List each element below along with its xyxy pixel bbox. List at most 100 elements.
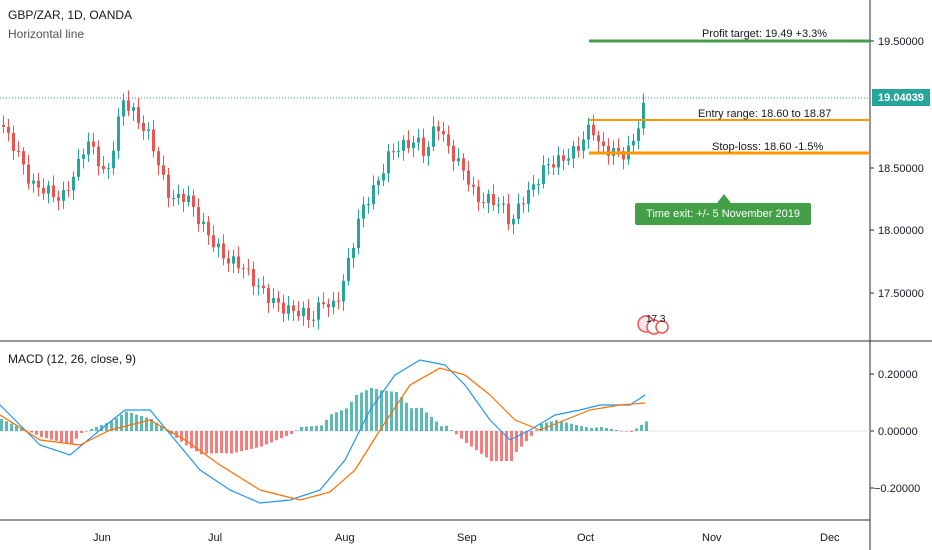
histogram-bar (145, 417, 148, 431)
histogram-bar (370, 387, 373, 431)
macd-legend[interactable]: MACD (12, 26, close, 9) (8, 352, 137, 366)
candle-body (572, 146, 575, 159)
time-exit-callout[interactable]: Time exit: +/- 5 November 2019 (635, 203, 811, 225)
histogram-bar (80, 431, 83, 433)
histogram-bar (130, 413, 133, 431)
candle-body (622, 151, 625, 160)
candle-body (447, 134, 450, 146)
histogram-bar (30, 431, 33, 433)
candle-body (392, 151, 395, 153)
histogram-bar (585, 427, 588, 431)
candle-body (37, 180, 40, 188)
histogram-bar (15, 425, 18, 431)
candle-body (172, 197, 175, 199)
candle-body (367, 204, 370, 206)
histogram-bar (315, 425, 318, 431)
histogram-bar (445, 425, 448, 431)
histogram-bar (35, 431, 38, 435)
time-tick: Sep (457, 532, 477, 544)
histogram-bar (310, 426, 313, 431)
histogram-bar (365, 390, 368, 431)
histogram-bar (250, 431, 253, 449)
histogram-bar (460, 431, 463, 439)
candle-body (402, 140, 405, 151)
signal-line[interactable] (0, 367, 646, 501)
histogram-bar (115, 418, 118, 431)
histogram-bar (265, 431, 268, 445)
candlestick-series[interactable] (2, 90, 645, 330)
histogram-bar (10, 423, 13, 431)
candle-body (532, 184, 535, 190)
histogram-bar (230, 431, 233, 454)
candle-body (157, 151, 160, 166)
candle-body (112, 150, 115, 169)
candle-body (462, 158, 465, 171)
candle-body (107, 168, 110, 170)
candle-body (547, 164, 550, 166)
macd-axis[interactable]: 0.20000 0.00000 −0.20000 (870, 369, 920, 495)
candle-body (632, 140, 635, 146)
candle-body (102, 165, 105, 170)
candle-body (92, 141, 95, 147)
candle-body (437, 126, 440, 131)
histogram-bar (150, 419, 153, 431)
candle-body (642, 102, 645, 129)
histogram-bar (550, 421, 553, 431)
candle-body (382, 173, 385, 181)
histogram-bar (450, 430, 453, 431)
candle-body (72, 176, 75, 191)
macd-tick: 0.20000 (878, 369, 918, 381)
candle-body (347, 258, 350, 281)
candle-body (467, 170, 470, 185)
time-tick: Dec (820, 532, 840, 544)
price-tick: 18.00000 (878, 225, 924, 237)
histogram-bar (635, 428, 638, 431)
histogram-bar (210, 431, 213, 454)
candle-body (292, 305, 295, 312)
candle-body (252, 269, 255, 287)
histogram-bar (235, 431, 238, 453)
symbol-legend[interactable]: GBP/ZAR, 1D, OANDA (8, 8, 133, 22)
macd-line[interactable] (0, 359, 646, 504)
histogram-bar (55, 431, 58, 441)
candle-body (517, 203, 520, 219)
candle-body (7, 126, 10, 133)
candle-body (617, 147, 620, 152)
histogram-bar (215, 431, 218, 454)
histogram-bar (345, 408, 348, 431)
drawing-tool-label[interactable]: Horizontal line (8, 27, 85, 41)
candle-body (42, 187, 45, 194)
histogram-bar (5, 421, 8, 431)
candle-body (202, 221, 205, 225)
histogram-bar (535, 429, 538, 431)
histogram-bar (640, 424, 643, 431)
histogram-bar (520, 431, 523, 447)
events-badge[interactable]: 17 3 (636, 314, 670, 336)
macd-tick: 0.00000 (878, 426, 918, 438)
candle-body (337, 300, 340, 302)
time-axis[interactable]: Jun Jul Aug Sep Oct Nov Dec (93, 532, 840, 544)
histogram-bar (435, 421, 438, 431)
histogram-bar (180, 431, 183, 442)
candle-body (47, 185, 50, 194)
histogram-bar (560, 421, 563, 431)
candle-body (387, 151, 390, 174)
histogram-bar (410, 408, 413, 431)
candle-body (602, 141, 605, 146)
histogram-bar (50, 431, 53, 440)
histogram-bar (645, 421, 648, 431)
candle-body (422, 137, 425, 156)
candle-body (637, 128, 640, 141)
histogram-bar (175, 431, 178, 438)
macd-histogram[interactable] (0, 387, 648, 461)
histogram-bar (225, 431, 228, 454)
candle-body (562, 155, 565, 161)
candle-body (342, 280, 345, 302)
candle-body (472, 184, 475, 187)
candle-body (592, 124, 595, 136)
histogram-bar (565, 422, 568, 431)
histogram-bar (90, 429, 93, 431)
price-axis[interactable]: 19.50000 18.50000 18.00000 17.50000 (870, 36, 924, 300)
candle-body (182, 193, 185, 202)
